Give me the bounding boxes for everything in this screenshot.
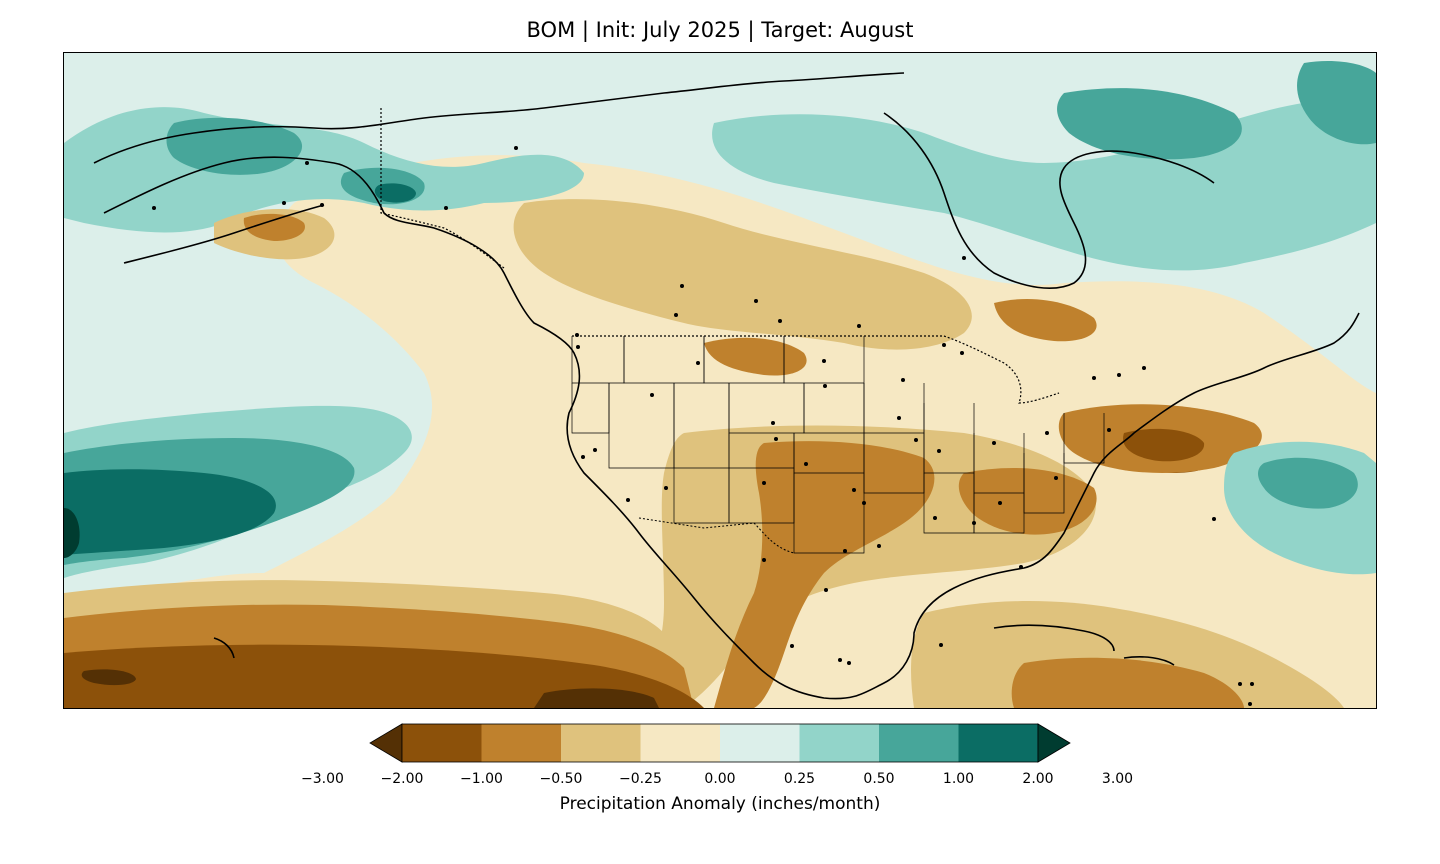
colorbar-segment [561,724,641,762]
state-boundaries [571,336,1105,554]
colorbar-extend-high [1037,723,1071,763]
precipitation-anomaly-map[interactable] [64,53,1376,708]
anomaly-region-wet-pacific-strong [64,469,276,555]
alaska-canada-border [380,108,505,269]
anomaly-region-dry-plains-core [704,337,807,376]
colorbar-tick-label: 0.50 [863,771,895,787]
colorbar-tick-label: 1.00 [942,771,975,787]
colorbar-tick-label: −3.00 [301,771,344,787]
colorbar-extend-low [369,723,403,763]
anomaly-region-dry-atlantic-core [1123,428,1205,462]
colorbar-segment [640,724,720,762]
anomaly-region-dry-alaska-core [243,213,305,241]
colorbar-tick-label: −1.00 [460,771,503,787]
colorbar-segment [799,724,879,762]
anomaly-region-dry-tropical-extreme [81,669,136,686]
anomaly-region-wet-north-strong [374,183,416,203]
colorbar [369,723,1071,763]
colorbar-tick-label: 0.00 [704,771,736,787]
anomaly-region-wet-pacific-extreme [64,508,80,558]
anomaly-region-wet-northeast-core [1057,88,1242,160]
colorbar-segment [720,724,800,762]
anomaly-region-dry-caribbean-core [1011,657,1244,708]
colorbar-tick-label: 2.00 [1022,771,1054,787]
colorbar-tick-label: −0.50 [539,771,583,787]
city-markers [152,146,1254,706]
colorbar-segment [879,724,959,762]
colorbar-label: Precipitation Anomaly (inches/month) [559,794,881,814]
map-title: BOM | Init: July 2025 | Target: August [526,18,914,42]
anomaly-region-dry-south-core [714,441,935,708]
colorbar-tick-label: 0.25 [783,771,816,787]
coastlines [93,72,1360,700]
colorbar-tick-label: 3.00 [1101,771,1134,787]
anomaly-region-dry-quebec [994,298,1097,342]
anomaly-region-dry-southeast [958,468,1097,535]
anomaly-region-wet-northeast-core [1297,61,1376,145]
colorbar-segment [958,724,1038,762]
anomaly-region-dry-canada [513,199,972,350]
us-canada-border [572,335,1060,404]
anomaly-region-dry-tropical-extreme [534,688,659,708]
colorbar-tick-label: −0.25 [619,771,662,787]
colorbar-segment [402,724,482,762]
colorbar-segment [481,724,561,762]
anomaly-region-dry-tropical-strong [64,644,704,708]
colorbar-tick-label: −2.00 [380,771,424,787]
anomaly-region-wet-atlantic-core [1258,457,1358,509]
